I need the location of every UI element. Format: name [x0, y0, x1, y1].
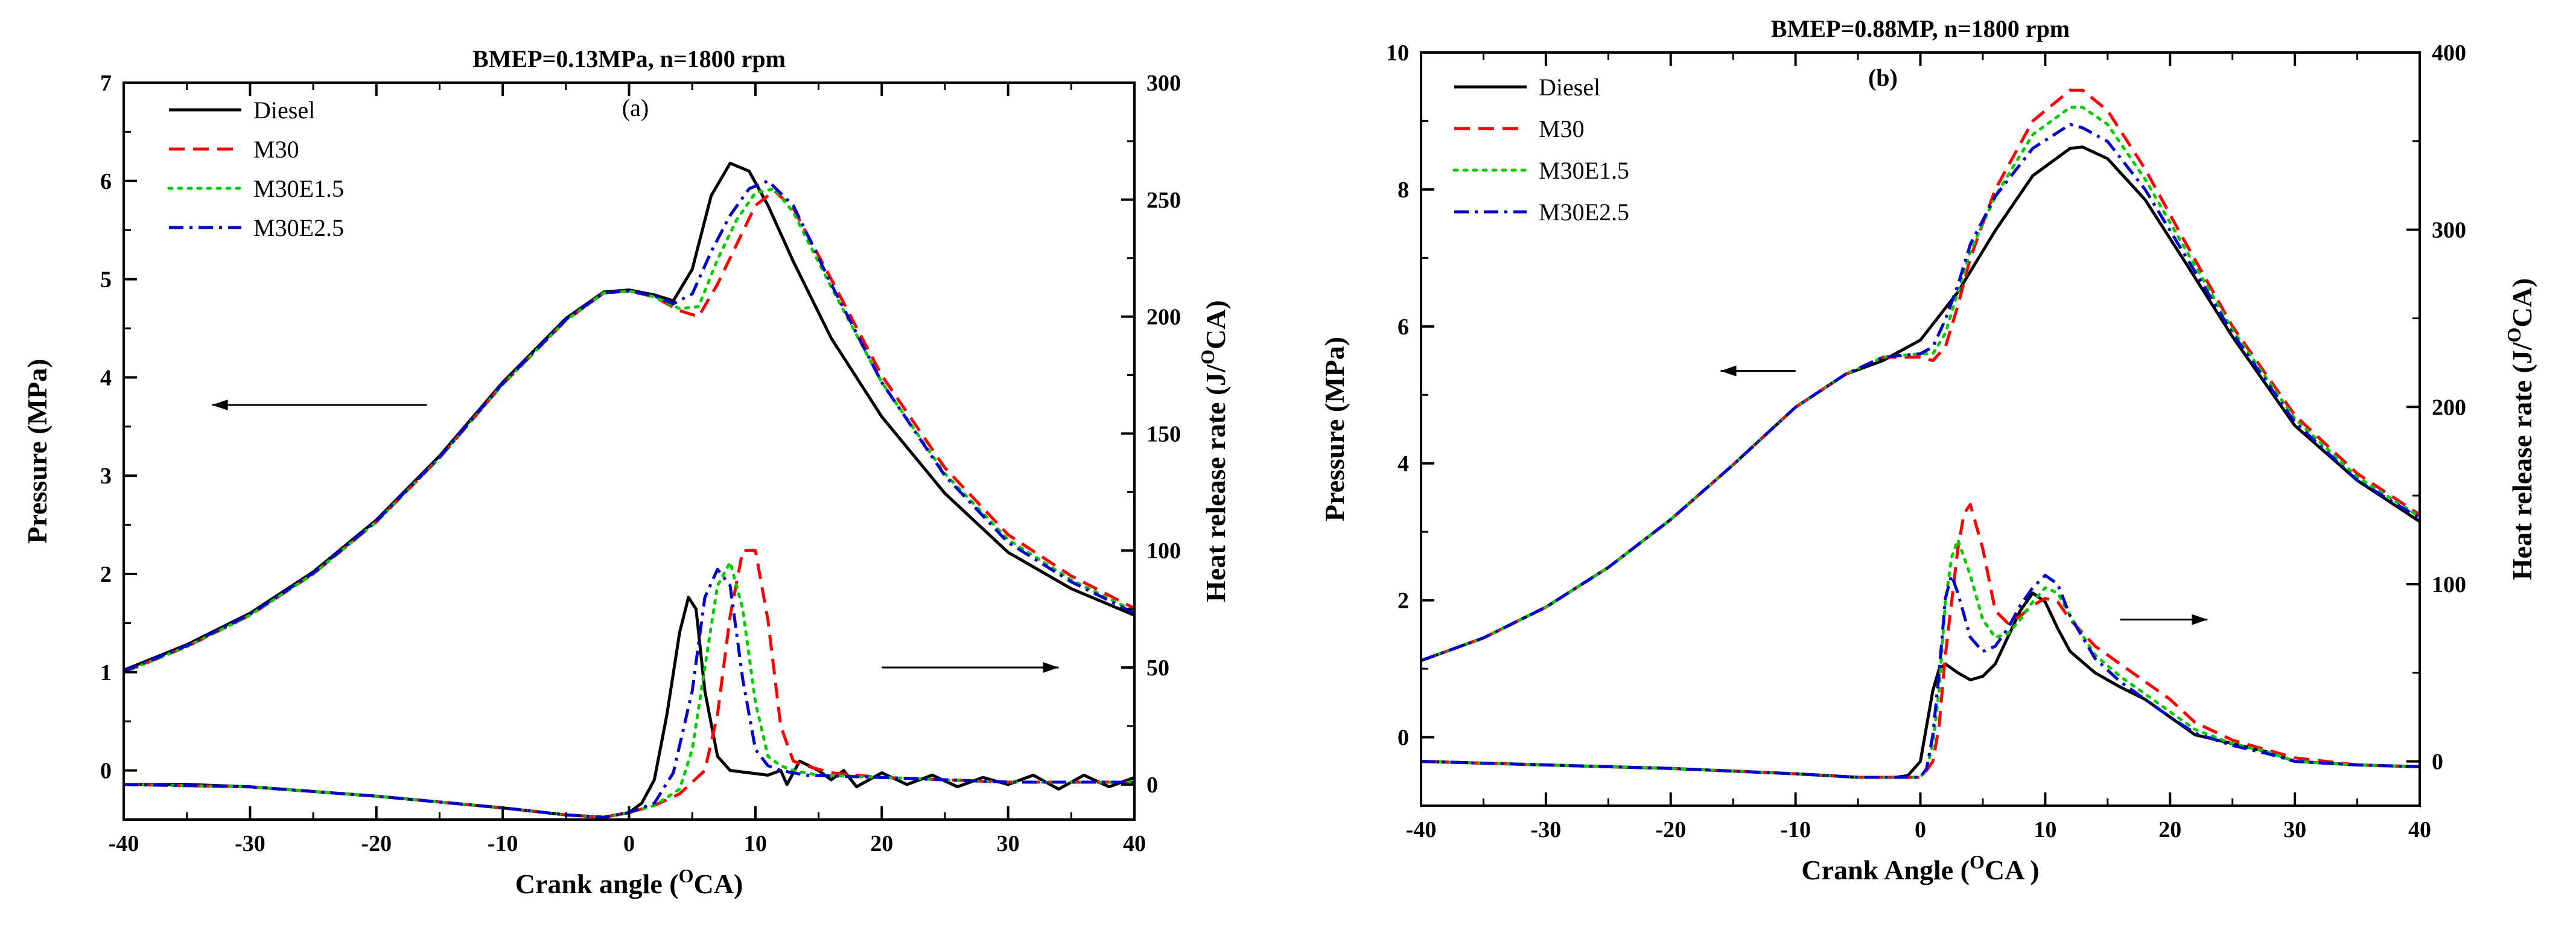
series-line-diesel-right	[124, 596, 1134, 819]
series-line-diesel-right	[1421, 591, 2420, 779]
x-tick-label: -30	[235, 831, 266, 856]
chart-title: BMEP=0.13MPa, n=1800 rpm	[472, 45, 786, 72]
x-tick-label: 10	[744, 831, 767, 856]
x-axis-label-text: Crank Angle (	[1801, 855, 1970, 885]
y2-tick-label: 100	[1146, 538, 1181, 564]
y2-tick-label: 300	[1146, 71, 1181, 96]
x-tick-label: 20	[870, 831, 893, 856]
x-tick-label: -40	[109, 831, 139, 856]
series-line-m30e25-right	[1421, 573, 2420, 779]
y2-axis-label-text: Heat release rate (J/	[1200, 364, 1231, 602]
legend-label: M30E1.5	[1539, 157, 1629, 184]
legend-label: M30E2.5	[253, 214, 344, 241]
y2-axis-label: Heat release rate (J/OCA)	[2503, 278, 2537, 580]
y-tick-label: 7	[100, 71, 112, 96]
y-tick-label: 0	[1398, 725, 1409, 751]
x-tick-label: 30	[997, 831, 1020, 856]
x-tick-label: 40	[2408, 817, 2431, 843]
series-line-m30e15-left	[124, 187, 1134, 674]
y2-tick-label: 0	[1146, 772, 1158, 798]
x-tick-label: 30	[2283, 817, 2306, 843]
x-tick-label: 20	[2158, 817, 2181, 843]
y2-tick-label: 150	[1146, 421, 1181, 447]
y-tick-label: 2	[1398, 588, 1409, 614]
x-tick-label: 40	[1123, 831, 1146, 856]
x-tick-label: 0	[623, 831, 635, 856]
series-line-m30e15-right	[1421, 538, 2420, 779]
series-line-m30e15-left	[1421, 106, 2420, 662]
series-line-m30e25-right	[124, 567, 1134, 819]
y2-tick-label: 300	[2432, 218, 2466, 243]
legend-label: M30E2.5	[1539, 199, 1629, 226]
y2-axis-label-sup: O	[1197, 349, 1218, 365]
x-axis-label: Crank angle (OCA)	[515, 865, 743, 899]
y-axis-label: Pressure (MPa)	[1319, 337, 1350, 521]
series-line-m30e25-left	[124, 179, 1134, 673]
y-tick-label: 0	[100, 759, 112, 784]
y2-axis-label-sup: O	[2503, 328, 2525, 343]
x-axis-label: Crank Angle (OCA )	[1801, 851, 2039, 885]
x-tick-label: -40	[1406, 817, 1437, 843]
y-tick-label: 5	[100, 267, 112, 293]
y-tick-label: 6	[1398, 314, 1409, 340]
y-tick-label: 1	[100, 660, 112, 686]
series-group	[1421, 88, 2420, 779]
y2-axis-label: Heat release rate (J/OCA)	[1197, 300, 1231, 602]
y2-axis-label-tail: CA)	[2507, 278, 2537, 328]
panel-label: (b)	[1868, 64, 1898, 91]
legend-label: M30	[1539, 115, 1585, 142]
series-line-m30-left	[124, 189, 1134, 674]
x-axis-label-tail: CA )	[1985, 855, 2040, 885]
legend-label: M30E1.5	[253, 175, 344, 202]
x-axis-label-text: Crank angle (	[515, 868, 679, 899]
y2-axis-label-tail: CA)	[1200, 300, 1231, 349]
x-tick-label: -10	[488, 831, 518, 856]
y-tick-label: 10	[1386, 40, 1409, 66]
panel-label: (a)	[622, 94, 649, 121]
x-tick-label: -20	[361, 831, 392, 856]
annotation-arrow-head	[2192, 614, 2208, 625]
y-tick-label: 2	[100, 562, 112, 587]
chart-panel-a: BMEP=0.13MPa, n=1800 rpm (a) -40 -30 -20 -10 0…	[22, 45, 1231, 899]
series-group	[124, 162, 1134, 819]
series-line-m30e25-left	[1421, 123, 2420, 662]
y-axis-label: Pressure (MPa)	[22, 358, 52, 543]
y2-tick-label: 200	[1146, 305, 1181, 330]
legend-label: Diesel	[1539, 74, 1600, 101]
x-axis-label-sup: O	[679, 865, 694, 887]
x-axis-label-tail: CA)	[694, 868, 743, 899]
x-tick-label: -30	[1531, 817, 1562, 843]
x-axis-label-sup: O	[1970, 851, 1985, 873]
x-tick-label: -10	[1780, 817, 1811, 843]
series-line-diesel-left	[124, 162, 1134, 672]
y2-tick-label: 400	[2432, 40, 2466, 66]
chart-panel-b: BMEP=0.88MP, n=1800 rpm (b) -40 -30 -20 -10 0 1…	[1319, 15, 2537, 885]
series-line-m30-right	[1421, 503, 2420, 779]
y2-axis-label-text: Heat release rate (J/	[2507, 342, 2537, 580]
y2-tick-label: 250	[1146, 188, 1181, 213]
legend-label: M30	[253, 136, 299, 163]
x-tick-label: 0	[1915, 817, 1926, 843]
y2-tick-label: 50	[1146, 655, 1169, 681]
y-tick-label: 6	[100, 169, 112, 194]
annotation-arrow-head	[1720, 365, 1737, 377]
y2-tick-label: 0	[2432, 750, 2443, 775]
x-tick-label: -20	[1655, 817, 1686, 843]
annotation-arrow-head	[1043, 662, 1059, 674]
y2-tick-label: 100	[2432, 572, 2466, 597]
chart-title: BMEP=0.88MP, n=1800 rpm	[1771, 15, 2070, 42]
y-tick-label: 4	[100, 365, 112, 390]
x-tick-label: 10	[2034, 817, 2056, 843]
y-tick-label: 4	[1398, 451, 1409, 477]
legend-label: Diesel	[253, 97, 315, 124]
y2-tick-label: 200	[2432, 395, 2466, 420]
series-line-m30e15-right	[124, 561, 1134, 819]
y-tick-label: 3	[100, 464, 112, 489]
y-tick-label: 8	[1398, 177, 1409, 203]
annotation-arrow-head	[212, 399, 228, 410]
